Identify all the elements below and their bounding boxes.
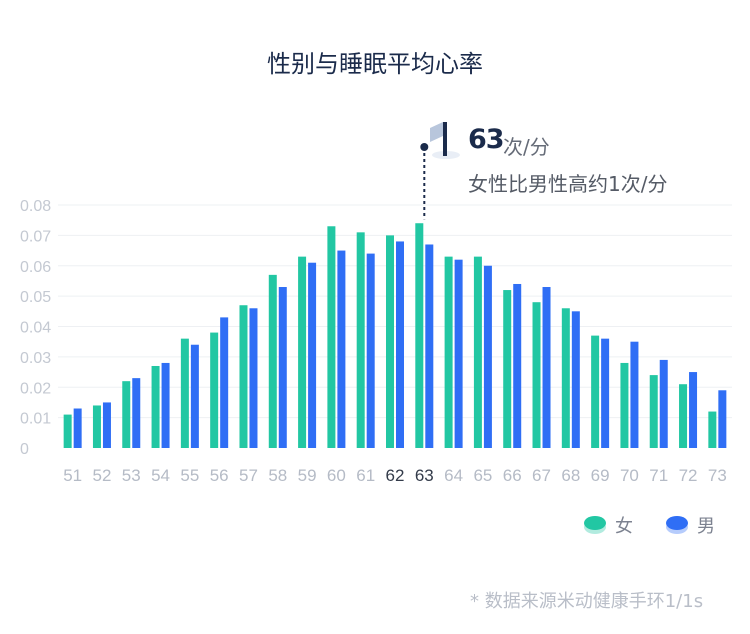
x-tick-label: 72 (679, 466, 698, 485)
bar-male (718, 390, 727, 448)
annotation-text: 女性比男性高约1次/分 (468, 172, 668, 196)
bar-female (298, 256, 307, 448)
x-tick-label: 61 (356, 466, 375, 485)
bar-male (396, 241, 404, 448)
bar-male (132, 378, 141, 448)
x-tick-label: 69 (591, 466, 610, 485)
bar-male (542, 287, 551, 448)
bar-male (366, 253, 375, 448)
bar-female (532, 302, 541, 448)
x-tick-label: 62 (386, 466, 405, 485)
x-tick-label: 57 (239, 466, 258, 485)
y-tick-label: 0.01 (20, 411, 51, 428)
y-tick-label: 0.04 (20, 320, 51, 337)
x-tick-label: 65 (473, 466, 492, 485)
flag-icon (430, 122, 460, 159)
bar-male (220, 317, 229, 448)
bar-male (454, 259, 463, 448)
bar-female (92, 405, 101, 448)
y-tick-label: 0.06 (20, 259, 51, 276)
bar-female (122, 381, 131, 448)
bar-female (591, 335, 600, 448)
bar-male (689, 372, 698, 448)
bar-female (268, 274, 277, 448)
chart-title: 性别与睡眠平均心率 (267, 50, 483, 78)
bar-female (356, 232, 365, 448)
x-tick-label: 68 (561, 466, 580, 485)
x-tick-label: 63 (415, 466, 434, 485)
bar-male (278, 287, 287, 448)
y-tick-label: 0 (20, 441, 29, 458)
x-tick-label: 71 (649, 466, 668, 485)
bar-female (210, 332, 219, 448)
bar-male (249, 308, 258, 448)
annotation-unit: 次/分 (503, 135, 550, 159)
bar-female (415, 223, 424, 448)
bar-male (161, 362, 170, 448)
x-tick-label: 67 (532, 466, 551, 485)
x-tick-label: 56 (210, 466, 229, 485)
y-tick-label: 0.05 (20, 289, 51, 306)
bar-female (679, 384, 688, 448)
bar-male (308, 262, 317, 448)
x-tick-label: 52 (92, 466, 111, 485)
y-tick-label: 0.02 (20, 380, 51, 397)
bar-female (151, 365, 160, 448)
x-tick-label: 54 (151, 466, 170, 485)
bar-male (513, 283, 522, 448)
annotation-dot (420, 143, 429, 151)
bar-female (386, 235, 394, 448)
bar-male (190, 344, 199, 448)
bar-male (73, 408, 82, 448)
bar-male (630, 341, 639, 448)
x-tick-label: 66 (503, 466, 522, 485)
bar-female (180, 338, 189, 448)
bar-female (708, 411, 717, 448)
x-tick-label: 55 (180, 466, 199, 485)
bar-female (503, 290, 512, 448)
bar-male (102, 402, 111, 448)
legend-label-female: 女 (615, 516, 633, 537)
legend-marker-male (666, 516, 688, 534)
legend-marker-female (584, 516, 606, 534)
x-tick-label: 70 (620, 466, 639, 485)
bar-female (63, 414, 72, 448)
bar-female (239, 305, 248, 448)
footnote: * 数据来源米动健康手环1/1s (470, 591, 704, 612)
x-tick-label: 64 (444, 466, 463, 485)
bar-male (425, 244, 434, 448)
bar-female (473, 256, 482, 448)
x-tick-label: 60 (327, 466, 346, 485)
annotation-value: 63 (468, 124, 505, 155)
x-tick-label: 73 (708, 466, 727, 485)
x-tick-label: 58 (268, 466, 287, 485)
bar-female (561, 308, 570, 448)
bar-male (601, 338, 610, 448)
bar-female (327, 226, 336, 448)
x-tick-label: 53 (122, 466, 141, 485)
bar-female (649, 375, 658, 448)
bar-male (571, 311, 580, 448)
bar-male (337, 250, 346, 448)
bar-male (659, 359, 668, 448)
y-tick-label: 0.07 (20, 228, 51, 245)
y-tick-label: 0.08 (20, 198, 51, 215)
legend-label-male: 男 (697, 516, 715, 537)
bar-female (620, 362, 629, 448)
bar-male (483, 265, 492, 448)
bar-female (444, 256, 453, 448)
x-tick-label: 59 (298, 466, 317, 485)
y-tick-label: 0.03 (20, 350, 51, 367)
x-tick-label: 51 (63, 466, 82, 485)
